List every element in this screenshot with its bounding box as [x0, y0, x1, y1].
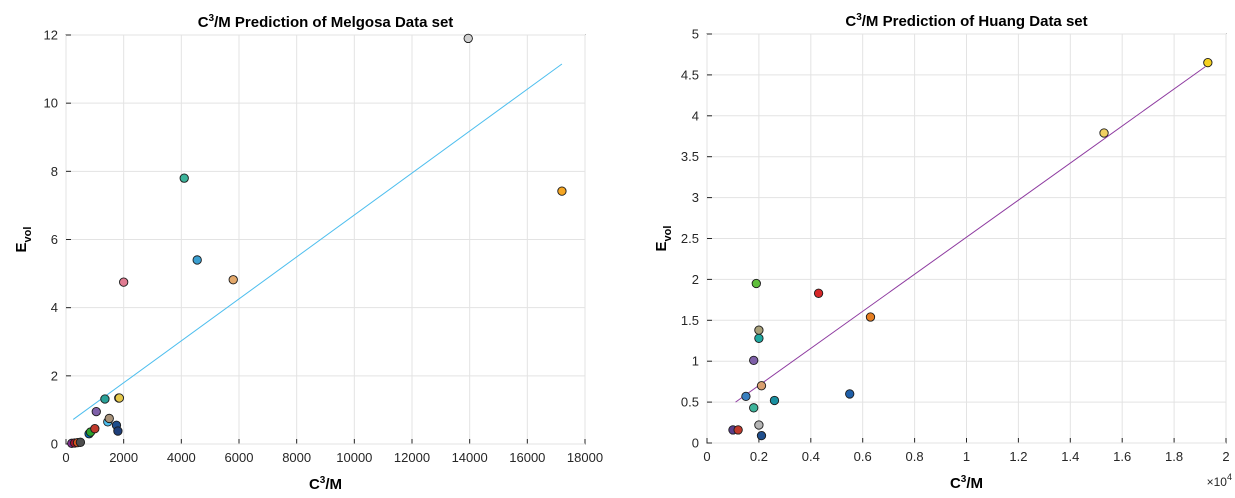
- data-point: [755, 326, 763, 334]
- data-point: [464, 34, 472, 42]
- data-point: [115, 394, 123, 402]
- x-tick-label: 12000: [394, 450, 430, 465]
- x-tick-label: 0.2: [750, 449, 768, 464]
- data-point: [101, 395, 109, 403]
- data-point: [76, 438, 84, 446]
- x-axis-exponent: ×104: [1207, 472, 1232, 489]
- x-tick-label: 0: [703, 449, 710, 464]
- y-tick-label: 1: [692, 354, 699, 369]
- huang-chart: 0 0.2 0.4 0.6 0.8 1 1.2 1.4 1.6 1.8 2 0 0.5 1 1.5 2 2.5 3…: [653, 12, 1232, 492]
- x-tick-label: 10000: [336, 450, 372, 465]
- exponent-base: ×10: [1207, 475, 1228, 489]
- data-point: [742, 392, 750, 400]
- data-point: [193, 256, 201, 264]
- y-tick-label: 4.5: [681, 67, 699, 82]
- data-point: [119, 278, 127, 286]
- y-axis-label: Evol: [653, 226, 674, 252]
- data-point: [757, 431, 765, 439]
- data-point: [755, 421, 763, 429]
- x-tick-label: 0.8: [906, 449, 924, 464]
- data-point: [757, 382, 765, 390]
- y-tick-label: 5: [692, 27, 699, 42]
- y-tick-label: 8: [51, 164, 58, 179]
- xlabel-prefix: C: [309, 476, 320, 493]
- ylabel-sub: vol: [662, 226, 674, 242]
- data-point: [814, 289, 822, 297]
- x-tick-label: 1.2: [1009, 449, 1027, 464]
- data-point: [846, 390, 854, 398]
- x-axis-label: C3/M: [309, 475, 342, 493]
- y-tick-label: 10: [44, 96, 58, 111]
- x-tick-label: 2000: [109, 450, 138, 465]
- xlabel-prefix: C: [950, 475, 961, 492]
- data-point: [734, 426, 742, 434]
- data-point: [558, 187, 566, 195]
- y-tick-label: 0: [692, 436, 699, 451]
- data-point: [1204, 58, 1212, 66]
- data-point: [105, 414, 113, 422]
- data-point: [752, 279, 760, 287]
- y-tick-label: 12: [44, 28, 58, 43]
- data-point: [114, 427, 122, 435]
- title-prefix: C: [845, 13, 856, 30]
- x-tick-label: 2: [1222, 449, 1229, 464]
- xlabel-rest: /M: [325, 476, 342, 493]
- y-tick-label: 4: [51, 300, 58, 315]
- y-tick-label: 1.5: [681, 313, 699, 328]
- y-axis-label: Evol: [13, 227, 34, 253]
- y-tick-label: 4: [692, 108, 699, 123]
- x-tick-label: 8000: [282, 450, 311, 465]
- x-tick-label: 0: [62, 450, 69, 465]
- y-tick-label: 2: [692, 272, 699, 287]
- y-tick-label: 3: [692, 190, 699, 205]
- y-tick-label: 0: [51, 437, 58, 452]
- ylabel-main: E: [653, 241, 670, 251]
- chart-title: C3/M Prediction of Melgosa Data set: [198, 13, 454, 31]
- x-tick-label: 1: [963, 449, 970, 464]
- data-point: [750, 404, 758, 412]
- data-point: [866, 313, 874, 321]
- x-tick-label: 16000: [509, 450, 545, 465]
- xlabel-rest: /M: [966, 475, 983, 492]
- title-rest: /M Prediction of Huang Data set: [862, 13, 1088, 30]
- data-point: [750, 356, 758, 364]
- x-tick-label: 18000: [567, 450, 603, 465]
- y-tick-label: 3.5: [681, 149, 699, 164]
- data-point: [180, 174, 188, 182]
- data-point: [770, 396, 778, 404]
- title-prefix: C: [198, 14, 209, 31]
- x-tick-label: 4000: [167, 450, 196, 465]
- data-point: [91, 424, 99, 432]
- melgosa-chart: 0 2000 4000 6000 8000 10000 12000 14000 16000 180…: [13, 13, 603, 493]
- chart-title: C3/M Prediction of Huang Data set: [845, 12, 1087, 30]
- x-tick-label: 6000: [225, 450, 254, 465]
- data-point: [229, 276, 237, 284]
- exponent-power: 4: [1227, 472, 1232, 482]
- x-tick-label: 0.6: [854, 449, 872, 464]
- x-tick-label: 0.4: [802, 449, 820, 464]
- x-tick-label: 14000: [452, 450, 488, 465]
- x-tick-label: 1.6: [1113, 449, 1131, 464]
- y-tick-label: 6: [51, 232, 58, 247]
- data-point: [755, 334, 763, 342]
- y-tick-label: 2: [51, 368, 58, 383]
- data-point: [92, 407, 100, 415]
- x-axis-label: C3/M: [950, 474, 983, 492]
- x-tick-label: 1.4: [1061, 449, 1079, 464]
- y-tick-label: 2.5: [681, 231, 699, 246]
- x-tick-label: 1.8: [1165, 449, 1183, 464]
- y-tick-label: 0.5: [681, 395, 699, 410]
- ylabel-sub: vol: [22, 227, 34, 243]
- data-point: [1100, 129, 1108, 137]
- ylabel-main: E: [13, 242, 30, 252]
- title-rest: /M Prediction of Melgosa Data set: [214, 14, 453, 31]
